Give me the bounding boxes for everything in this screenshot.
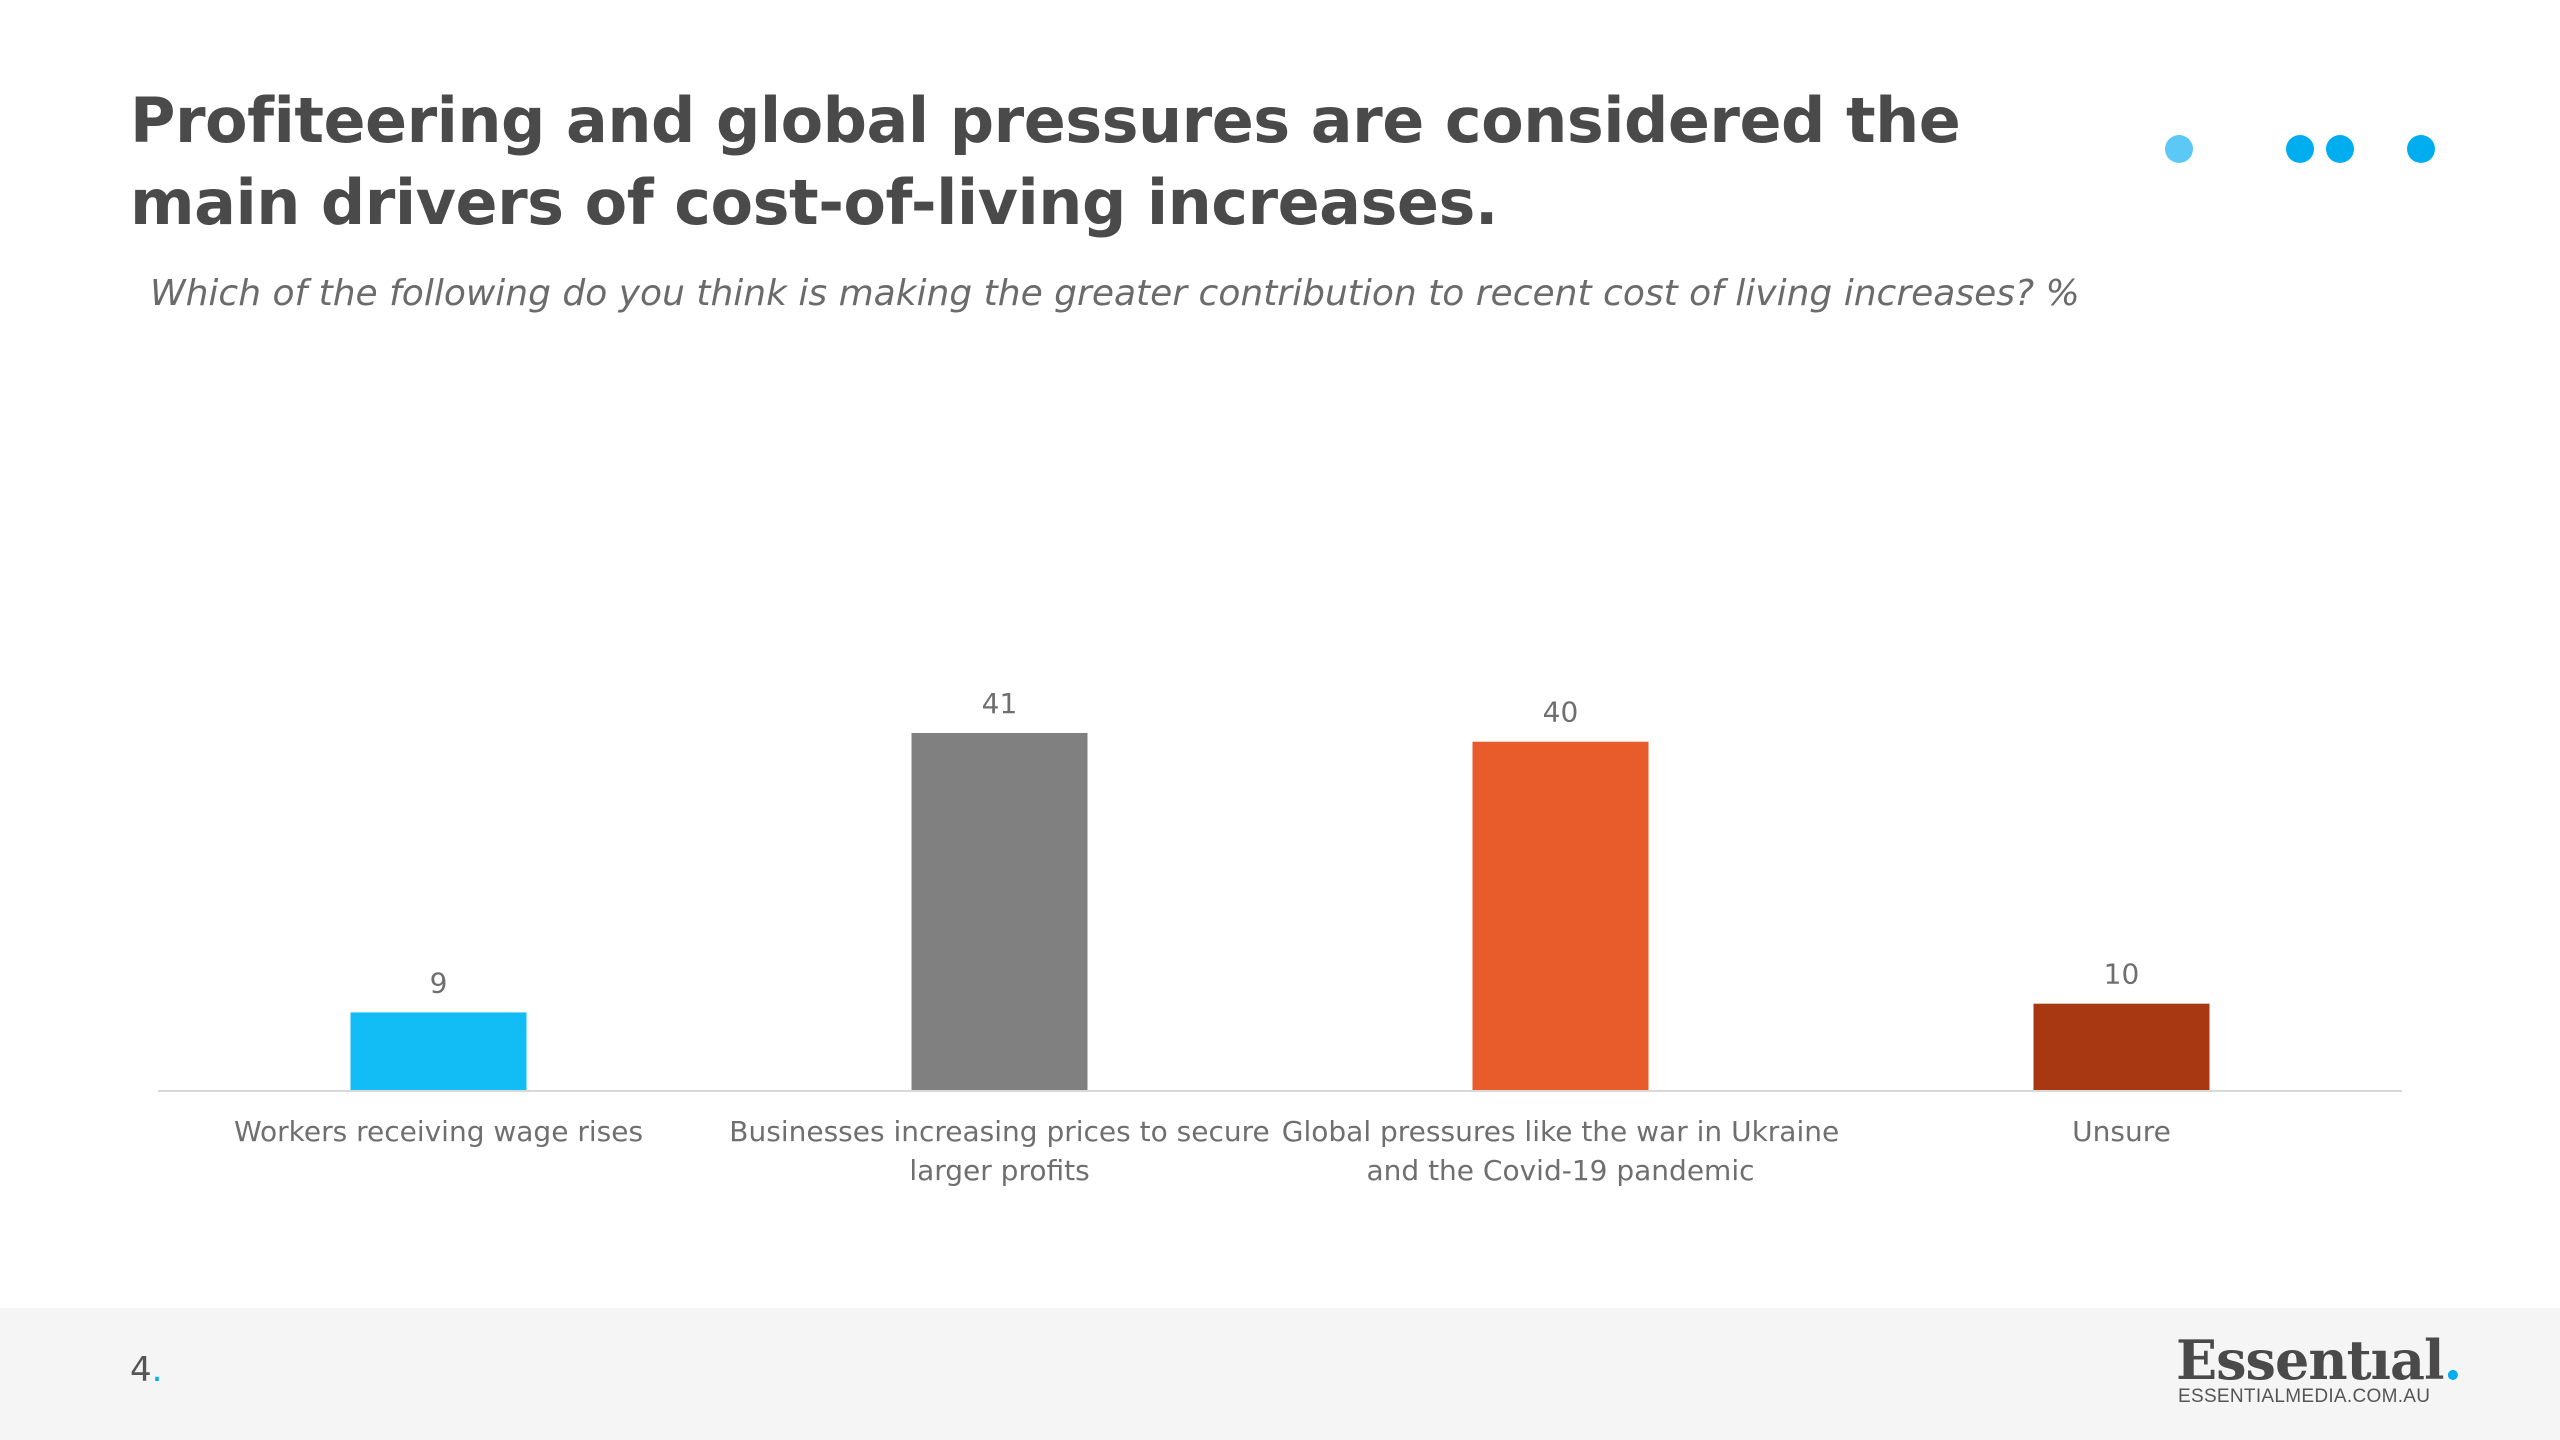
bar [350,1012,527,1091]
page-number: 4. [130,1350,163,1390]
data-label: 41 [982,687,1018,720]
dot-icon [2407,135,2435,163]
data-label: 9 [430,966,448,999]
slide-title: Profiteering and global pressures are co… [130,84,1961,239]
bar [1472,741,1649,1091]
category-label: Global pressures like the war in Ukraine… [1281,1115,1840,1187]
data-label: 40 [1543,696,1579,729]
logo-wordmark: Essentıal. [2176,1328,2462,1392]
decorative-dots [2155,133,2435,167]
category-label: Unsure [2072,1115,2171,1148]
category-label: Workers receiving wage rises [233,1115,644,1148]
footer [0,1308,2560,1440]
data-label: 10 [2104,958,2140,991]
dot-icon [2165,135,2193,163]
dot-icon [2326,135,2354,163]
dot-icon [2286,135,2314,163]
bar-group: 9 41 40 10 [350,687,2210,1091]
bar [2033,1003,2210,1091]
slide-subtitle: Which of the following do you think is m… [150,273,2080,314]
category-label: Businesses increasing prices to secure l… [729,1115,1270,1187]
bar [911,733,1088,1091]
essential-logo: Essentıal. ESSENTIALMEDIA.COM.AU [2176,1330,2462,1410]
logo-url: ESSENTIALMEDIA.COM.AU [2178,1386,2431,1407]
bar-chart: 9 41 40 10 [158,687,2402,1092]
